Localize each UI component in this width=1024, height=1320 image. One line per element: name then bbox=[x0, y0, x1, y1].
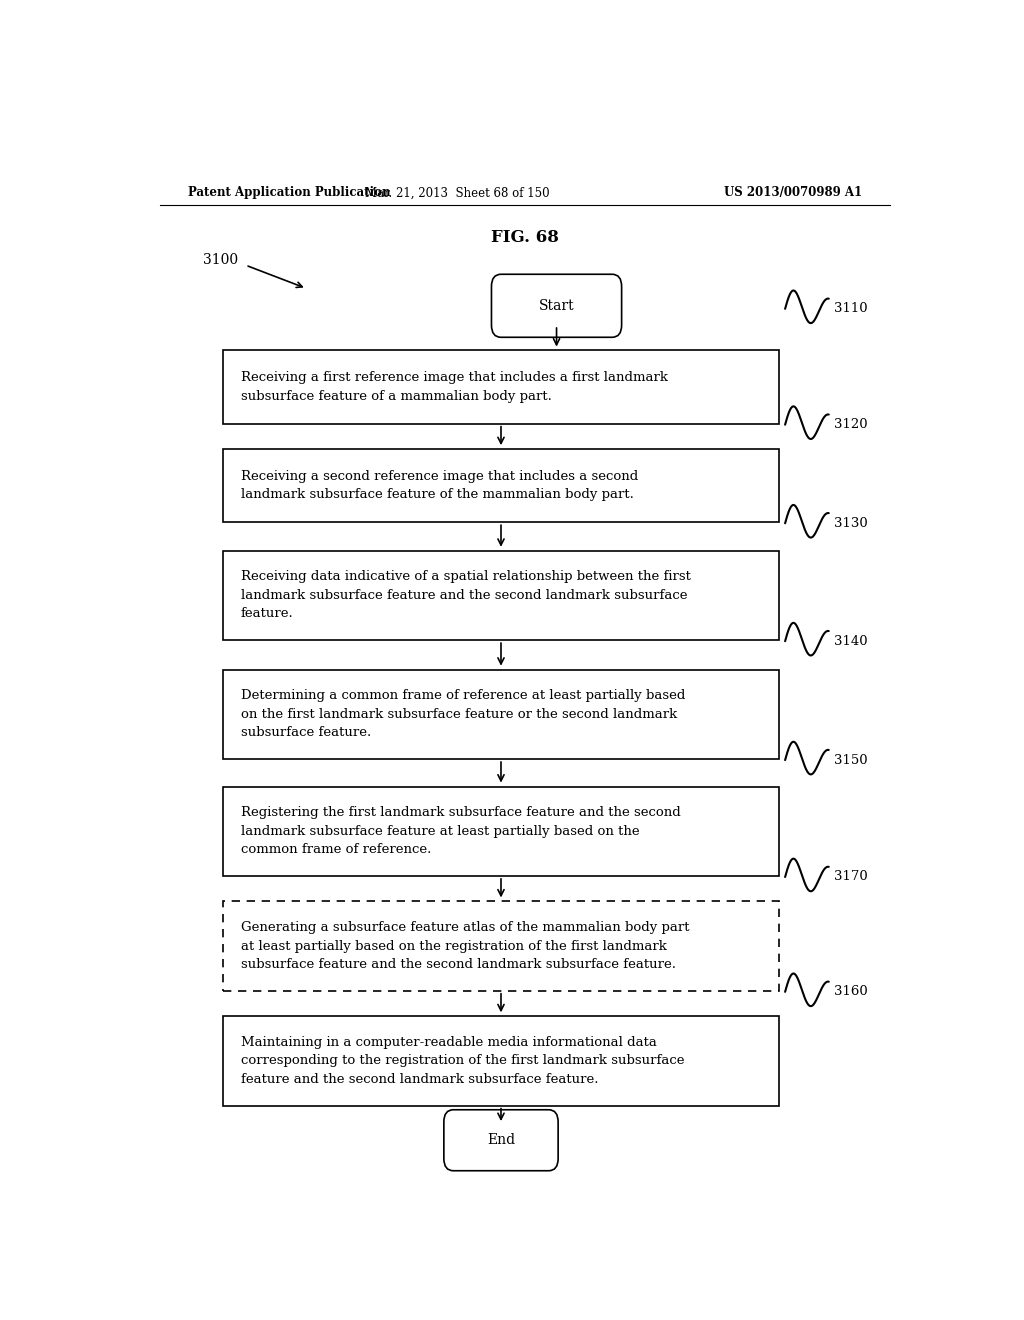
Text: Receiving data indicative of a spatial relationship between the first
landmark s: Receiving data indicative of a spatial r… bbox=[241, 570, 690, 620]
Text: US 2013/0070989 A1: US 2013/0070989 A1 bbox=[724, 186, 862, 199]
Text: Start: Start bbox=[539, 298, 574, 313]
FancyBboxPatch shape bbox=[492, 275, 622, 338]
FancyBboxPatch shape bbox=[223, 902, 778, 991]
FancyBboxPatch shape bbox=[223, 669, 778, 759]
FancyBboxPatch shape bbox=[443, 1110, 558, 1171]
Text: Maintaining in a computer-readable media informational data
corresponding to the: Maintaining in a computer-readable media… bbox=[241, 1036, 684, 1086]
Text: 3130: 3130 bbox=[835, 517, 868, 529]
FancyBboxPatch shape bbox=[223, 1016, 778, 1106]
FancyBboxPatch shape bbox=[223, 787, 778, 876]
Text: Determining a common frame of reference at least partially based
on the first la: Determining a common frame of reference … bbox=[241, 689, 685, 739]
FancyBboxPatch shape bbox=[223, 351, 778, 424]
FancyBboxPatch shape bbox=[223, 550, 778, 640]
Text: End: End bbox=[487, 1134, 515, 1147]
Text: Patent Application Publication: Patent Application Publication bbox=[187, 186, 390, 199]
Text: 3140: 3140 bbox=[835, 635, 868, 648]
Text: 3150: 3150 bbox=[835, 754, 868, 767]
Text: Generating a subsurface feature atlas of the mammalian body part
at least partia: Generating a subsurface feature atlas of… bbox=[241, 921, 689, 972]
Text: FIG. 68: FIG. 68 bbox=[490, 230, 559, 246]
Text: Mar. 21, 2013  Sheet 68 of 150: Mar. 21, 2013 Sheet 68 of 150 bbox=[365, 186, 550, 199]
Text: 3100: 3100 bbox=[204, 253, 239, 267]
Text: 3120: 3120 bbox=[835, 418, 868, 432]
FancyBboxPatch shape bbox=[223, 449, 778, 523]
Text: 3170: 3170 bbox=[835, 870, 868, 883]
Text: 3160: 3160 bbox=[835, 985, 868, 998]
Text: Receiving a first reference image that includes a first landmark
subsurface feat: Receiving a first reference image that i… bbox=[241, 371, 668, 403]
Text: 3110: 3110 bbox=[835, 302, 868, 315]
Text: Receiving a second reference image that includes a second
landmark subsurface fe: Receiving a second reference image that … bbox=[241, 470, 638, 502]
Text: Registering the first landmark subsurface feature and the second
landmark subsur: Registering the first landmark subsurfac… bbox=[241, 807, 680, 857]
